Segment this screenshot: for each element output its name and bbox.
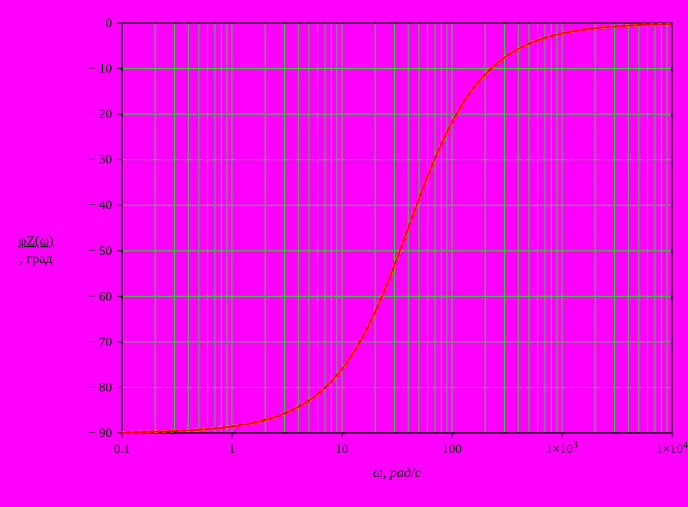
y-tick-label: − 80	[88, 379, 112, 394]
x-tick-label: 100	[442, 441, 462, 456]
y-axis-label-top: φZ(ω)	[18, 234, 54, 249]
y-tick-label: − 30	[88, 152, 112, 167]
y-tick-label: − 10	[88, 61, 112, 76]
y-tick-label: 0	[106, 15, 113, 30]
y-tick-label: − 20	[88, 106, 112, 121]
x-tick-label: 1	[229, 441, 236, 456]
y-tick-label: − 90	[88, 425, 112, 440]
x-axis-label: ω, рад/с	[373, 466, 422, 481]
y-tick-label: − 50	[88, 243, 112, 258]
x-tick-label: 0.1	[114, 441, 130, 456]
y-tick-label: − 70	[88, 334, 112, 349]
y-tick-label: − 40	[88, 197, 112, 212]
y-axis-label-bot: , град	[19, 252, 52, 267]
phase-bode-chart: 0.11101001×1031×1040− 10− 20− 30− 40− 50…	[0, 0, 688, 507]
y-tick-label: − 60	[88, 288, 112, 303]
x-tick-label: 10	[336, 441, 349, 456]
